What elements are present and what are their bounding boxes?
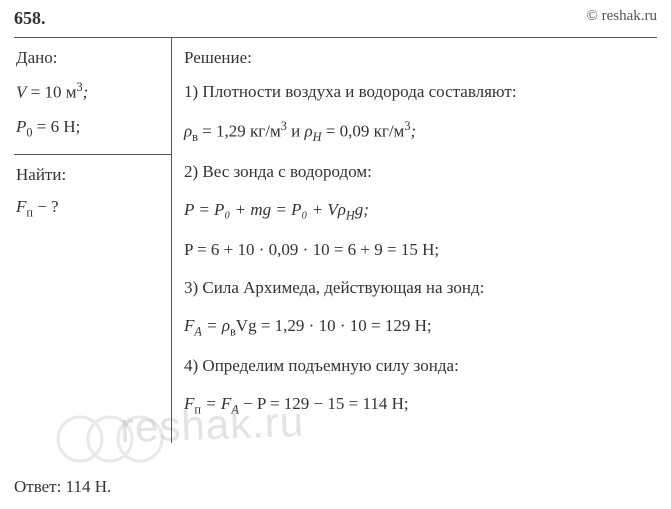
step2-f1: P = P₀ + mg = P₀ + Vρ bbox=[184, 200, 346, 219]
step4-f1: F bbox=[184, 394, 194, 413]
step1-end: ; bbox=[410, 121, 416, 140]
step2-formula: P = P₀ + mg = P₀ + VρHg; bbox=[184, 198, 653, 225]
answer-value: 114 Н. bbox=[66, 477, 112, 496]
solution-column: Решение: 1) Плотности воздуха и водорода… bbox=[172, 38, 657, 443]
step3-mid: = ρ bbox=[202, 316, 230, 335]
given-var-p: P bbox=[16, 117, 26, 136]
rho-h-val: = 0,09 кг/м bbox=[322, 121, 405, 140]
step3-end-text: Vg = 1,29 · 10 · 10 = 129 Н; bbox=[236, 316, 432, 335]
given-header: Дано: bbox=[16, 48, 165, 68]
step1-label: 1) Плотности воздуха и водорода составля… bbox=[184, 80, 653, 104]
step4-end: − P = 129 − 15 = 114 Н; bbox=[239, 394, 409, 413]
given-line-1: V = 10 м3; bbox=[16, 80, 165, 103]
find-var: F bbox=[16, 197, 26, 216]
step3-formula: FA = ρвVg = 1,29 · 10 · 10 = 129 Н; bbox=[184, 314, 653, 341]
copyright-label: © reshak.ru bbox=[586, 8, 657, 25]
given-find-divider bbox=[14, 154, 171, 155]
find-line: Fп − ? bbox=[16, 197, 165, 220]
rho-v-val: = 1,29 кг/м bbox=[198, 121, 281, 140]
main-layout: Дано: V = 10 м3; P0 = 6 Н; Найти: Fп − ?… bbox=[14, 37, 657, 443]
rho-h: ρ bbox=[305, 121, 313, 140]
find-header: Найти: bbox=[16, 165, 165, 185]
rho-v: ρ bbox=[184, 121, 192, 140]
answer-label: Ответ: bbox=[14, 477, 66, 496]
step2-f2: g; bbox=[355, 200, 369, 219]
step3-fa: F bbox=[184, 316, 194, 335]
answer-row: Ответ: 114 Н. bbox=[14, 477, 111, 497]
given-val-2: = 6 Н; bbox=[33, 117, 81, 136]
step3-end: Vg = 1,29 · 10 · 10 = 129 Н; bbox=[236, 316, 432, 335]
problem-number: 658. bbox=[14, 8, 657, 29]
step2-label: 2) Вес зонда с водородом: bbox=[184, 160, 653, 184]
rho-h-sub: H bbox=[313, 130, 322, 144]
given-column: Дано: V = 10 м3; P0 = 6 Н; Найти: Fп − ? bbox=[14, 38, 172, 443]
step2-calc-text: P = 6 + 10 · 0,09 · 10 = 6 + 9 = 15 Н; bbox=[184, 240, 439, 259]
step4-formula: Fп = FA − P = 129 − 15 = 114 Н; bbox=[184, 392, 653, 419]
step1-and: и bbox=[287, 121, 305, 140]
step4-mid-sub: A bbox=[231, 403, 238, 417]
step2-sub: H bbox=[346, 208, 355, 222]
find-rest: − ? bbox=[33, 197, 59, 216]
step2-calc: P = 6 + 10 · 0,09 · 10 = 6 + 9 = 15 Н; bbox=[184, 238, 653, 262]
given-end-1: ; bbox=[83, 83, 89, 102]
solution-header: Решение: bbox=[184, 48, 653, 68]
given-val-1: = 10 м bbox=[26, 83, 76, 102]
given-var-v: V bbox=[16, 83, 26, 102]
step3-fa-sub: A bbox=[194, 324, 201, 338]
given-line-2: P0 = 6 Н; bbox=[16, 117, 165, 140]
step4-label: 4) Определим подъемную силу зонда: bbox=[184, 354, 653, 378]
step1-formula: ρв = 1,29 кг/м3 и ρH = 0,09 кг/м3; bbox=[184, 118, 653, 146]
step3-label: 3) Сила Архимеда, действующая на зонд: bbox=[184, 276, 653, 300]
step4-mid: = F bbox=[201, 394, 231, 413]
